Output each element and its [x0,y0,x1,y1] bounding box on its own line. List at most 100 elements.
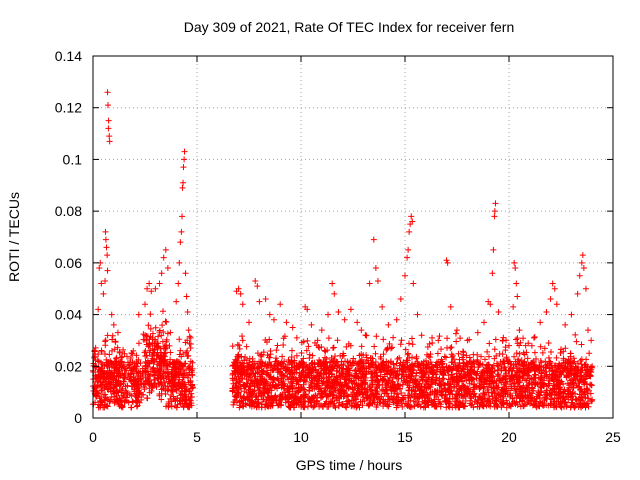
noise-point [570,402,576,409]
noise-point [545,339,552,346]
noise-point [422,400,429,407]
data-point [110,321,117,328]
noise-point [120,346,127,353]
noise-point [254,369,261,376]
noise-point [238,371,245,378]
noise-point [288,382,295,389]
noise-point [584,380,591,387]
noise-point [361,388,368,395]
data-point [551,285,558,292]
noise-point [584,390,591,397]
noise-point [288,398,295,405]
noise-point [185,371,192,378]
noise-point [319,393,326,400]
noise-point [376,365,383,372]
noise-point [231,368,238,375]
noise-point [189,381,196,388]
noise-point [569,359,576,366]
noise-point [393,372,400,379]
noise-point [152,380,159,387]
noise-point [413,355,420,362]
noise-point [371,343,378,350]
noise-point [264,361,271,368]
noise-point [107,359,114,366]
data-point [489,270,496,277]
data-point [105,125,112,132]
noise-point [334,337,341,344]
noise-point [271,383,278,390]
data-point [331,290,338,297]
noise-point [406,382,413,389]
noise-point [146,373,153,380]
noise-point [577,387,584,394]
noise-point [516,350,523,357]
noise-point [306,351,313,358]
noise-point [112,358,119,365]
noise-point [173,404,180,411]
noise-point [560,380,567,387]
noise-point [500,334,507,341]
noise-point [301,386,308,393]
noise-point [556,360,563,367]
noise-point [545,402,552,409]
noise-point [423,357,430,364]
noise-point [375,382,382,389]
noise-point [95,358,102,365]
data-point [511,259,518,266]
noise-point [515,392,522,399]
noise-point [285,399,292,406]
noise-point [165,360,172,367]
data-point [385,321,392,328]
noise-point [364,394,371,401]
noise-point [531,349,538,356]
noise-point [342,403,349,410]
noise-point [156,390,163,397]
noise-point [562,366,569,373]
noise-point [449,367,456,374]
noise-point [355,365,362,372]
noise-point [466,354,473,361]
noise-point [158,396,165,403]
data-point [148,288,155,295]
noise-point [406,374,413,381]
noise-point [394,355,401,362]
noise-point [241,394,248,401]
data-point [408,213,415,220]
x-tick-label: 20 [501,429,517,445]
noise-point [588,364,595,371]
noise-point [514,335,521,342]
noise-point [111,346,118,353]
noise-point [142,348,149,355]
noise-point [463,362,470,369]
noise-point [320,358,327,365]
noise-point [170,383,177,390]
noise-point [367,382,374,389]
noise-point [322,390,329,397]
noise-point [174,401,181,408]
noise-point [378,386,385,393]
noise-point [407,394,414,401]
noise-point [456,386,463,393]
noise-point [548,348,555,355]
noise-point [279,391,286,398]
noise-point [320,403,327,410]
noise-point [369,355,376,362]
noise-point [394,391,401,398]
data-point [414,311,421,318]
noise-point [438,346,445,353]
noise-point [467,397,474,404]
noise-point [330,344,337,351]
data-point [181,156,188,163]
noise-point [509,367,516,374]
noise-point [469,363,476,370]
data-point [514,293,521,300]
noise-point [557,349,564,356]
noise-point [511,353,518,360]
noise-point [493,380,500,387]
noise-point [334,367,341,374]
noise-point [556,389,563,396]
noise-point [572,331,579,338]
data-point [580,265,587,272]
data-point [182,270,189,277]
noise-point [283,367,290,374]
